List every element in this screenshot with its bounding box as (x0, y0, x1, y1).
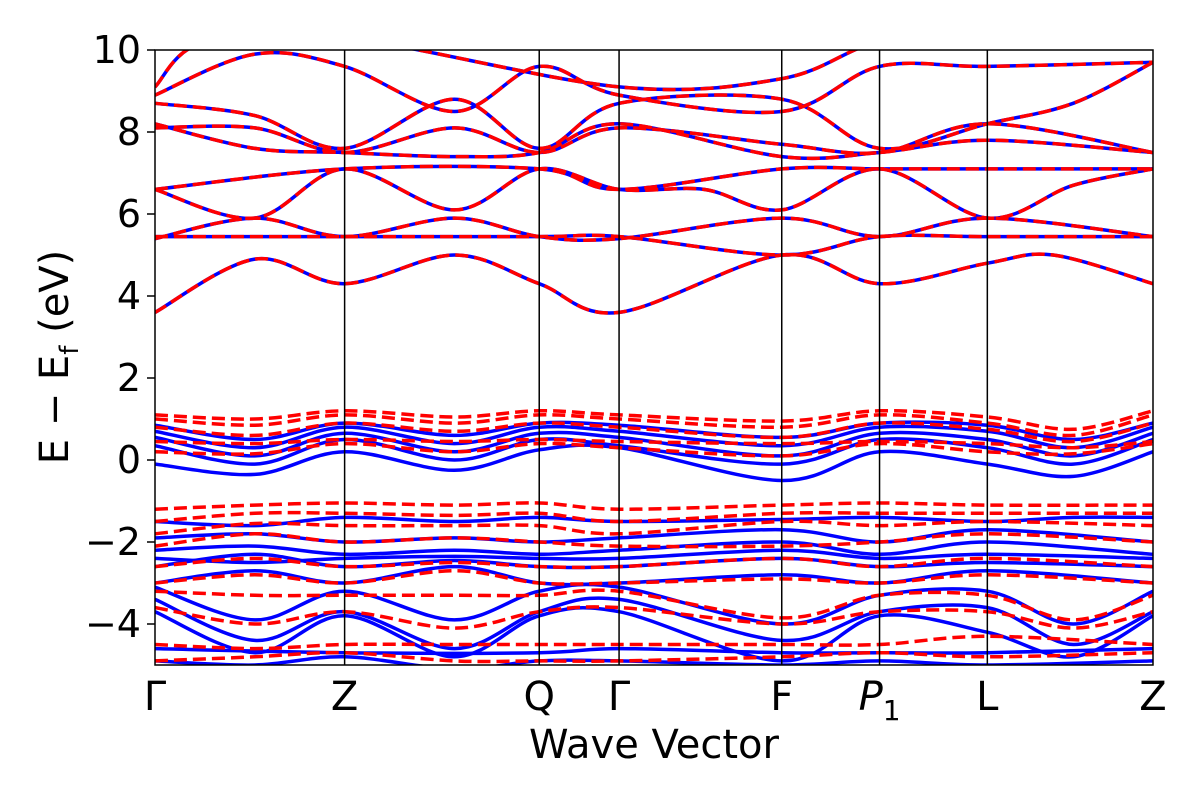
ytick-label-3: 2 (117, 356, 141, 400)
plot-frame (154, 49, 1154, 666)
series-red-dashed (155, 50, 1153, 664)
band-line-1-7 (155, 60, 1153, 151)
kpoint-label-4: F (770, 674, 793, 720)
band-line-1-11 (155, 413, 1153, 438)
band-line-1-14 (155, 441, 1153, 458)
kpath-lines (343, 50, 989, 665)
band-line-1-20 (155, 568, 1153, 586)
x-axis: Γ Z Q Γ F P1 L Z (144, 674, 1167, 727)
band-line-1-10 (155, 408, 1153, 432)
band-line-1-13 (155, 437, 1153, 450)
y-axis: −4 −2 0 2 4 6 8 10 (85, 28, 155, 646)
kpoint-label-7: Z (1139, 674, 1166, 720)
kpoint-label-0: Γ (144, 674, 167, 720)
band-line-1-6 (155, 122, 1153, 161)
kpoint-label-text-0: Γ (144, 674, 167, 720)
band-line-1-1 (155, 216, 1153, 242)
band-line-1-15 (155, 501, 1153, 511)
y-axis-title-unit: (eV) (32, 250, 78, 346)
band-line-0-18 (155, 548, 1153, 565)
band-line-1-8 (155, 50, 1153, 115)
kpoint-label-text-7: Z (1139, 674, 1166, 720)
ytick-label-1: −2 (85, 520, 141, 564)
kpoint-label-text-1: Z (331, 674, 358, 720)
ytick-label-4: 4 (117, 274, 141, 318)
band-line-1-19 (155, 556, 1153, 570)
band-line-0-12 (155, 430, 1153, 458)
band-line-1-23 (155, 634, 1153, 651)
kpoint-label-3: Γ (608, 674, 631, 720)
band-line-0-17 (155, 540, 1153, 557)
band-line-1-22 (155, 605, 1153, 630)
band-line-1-0 (155, 252, 1153, 315)
kpoint-label-sub-5: 1 (883, 694, 901, 727)
kpoint-label-text-4: F (770, 674, 793, 720)
y-axis-title-group: E − Ef (eV) (32, 250, 85, 465)
kpoint-label-5: P1 (859, 674, 901, 727)
band-line-1-17 (155, 519, 1153, 536)
band-line-1-12 (155, 421, 1153, 444)
band-line-1-24 (155, 650, 1153, 664)
kpoint-label-1: Z (331, 674, 358, 720)
ytick-label-0: −4 (85, 602, 141, 646)
ytick-label-2: 0 (117, 438, 141, 482)
band-line-1-5 (155, 122, 1153, 156)
y-axis-title-main: E − E (32, 355, 78, 465)
band-line-1-18 (155, 532, 1153, 549)
y-axis-title-sub: f (55, 345, 85, 355)
ytick-label-6: 8 (117, 110, 141, 154)
band-line-1-16 (155, 510, 1153, 524)
band-line-0-11 (155, 424, 1153, 450)
band-line-1-9 (155, 50, 860, 92)
y-axis-title: E − Ef (eV) (32, 250, 85, 465)
ytick-label-5: 6 (117, 192, 141, 236)
band-line-1-21 (155, 588, 1153, 622)
kpoint-label-text-5: P (859, 674, 884, 720)
kpoint-label-text-3: Γ (608, 674, 631, 720)
ytick-label-7: 10 (93, 28, 141, 72)
kpoint-label-2: Q (523, 674, 554, 720)
kpoint-label-text-2: Q (523, 674, 554, 720)
band-line-1-2 (155, 233, 1153, 257)
kpoint-label-text-6: L (976, 674, 999, 720)
kpoint-label-6: L (976, 674, 999, 720)
x-axis-title: Wave Vector (529, 722, 780, 768)
